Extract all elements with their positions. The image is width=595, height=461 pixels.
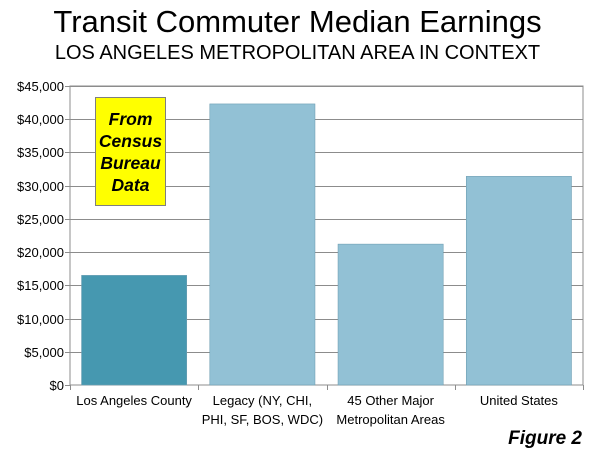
y-tick-label: $30,000 (17, 179, 64, 194)
y-tick-label: $45,000 (17, 79, 64, 94)
x-tick-label: Metropolitan Areas (336, 412, 445, 427)
x-tick-label: Legacy (NY, CHI, (213, 393, 312, 408)
bar (209, 103, 316, 386)
source-callout: From Census Bureau Data (95, 97, 166, 206)
callout-line: Data (111, 174, 150, 195)
bar (337, 243, 444, 386)
chart-title: Transit Commuter Median Earnings (53, 4, 542, 39)
y-tick-label: $15,000 (17, 278, 64, 293)
x-tick-label: PHI, SF, BOS, WDC) (202, 412, 323, 427)
y-tick-label: $0 (50, 378, 64, 393)
callout-line: Bureau (100, 152, 161, 173)
x-tick-label: Los Angeles County (76, 393, 192, 408)
y-tick-label: $10,000 (17, 312, 64, 327)
y-tick-label: $25,000 (17, 212, 64, 227)
x-tick-label: United States (480, 393, 559, 408)
chart-subtitle: LOS ANGELES METROPOLITAN AREA IN CONTEXT (54, 42, 541, 64)
y-tick-label: $5,000 (24, 345, 64, 360)
x-tick-label: 45 Other Major (347, 393, 434, 408)
y-tick-label: $40,000 (17, 112, 64, 127)
callout-line: Census (98, 130, 163, 151)
y-tick-label: $35,000 (17, 145, 64, 160)
bar (465, 176, 572, 386)
callout-line: From (108, 108, 153, 129)
bar (81, 275, 188, 386)
figure-label: Figure 2 (508, 428, 582, 449)
y-tick-label: $20,000 (17, 245, 64, 260)
